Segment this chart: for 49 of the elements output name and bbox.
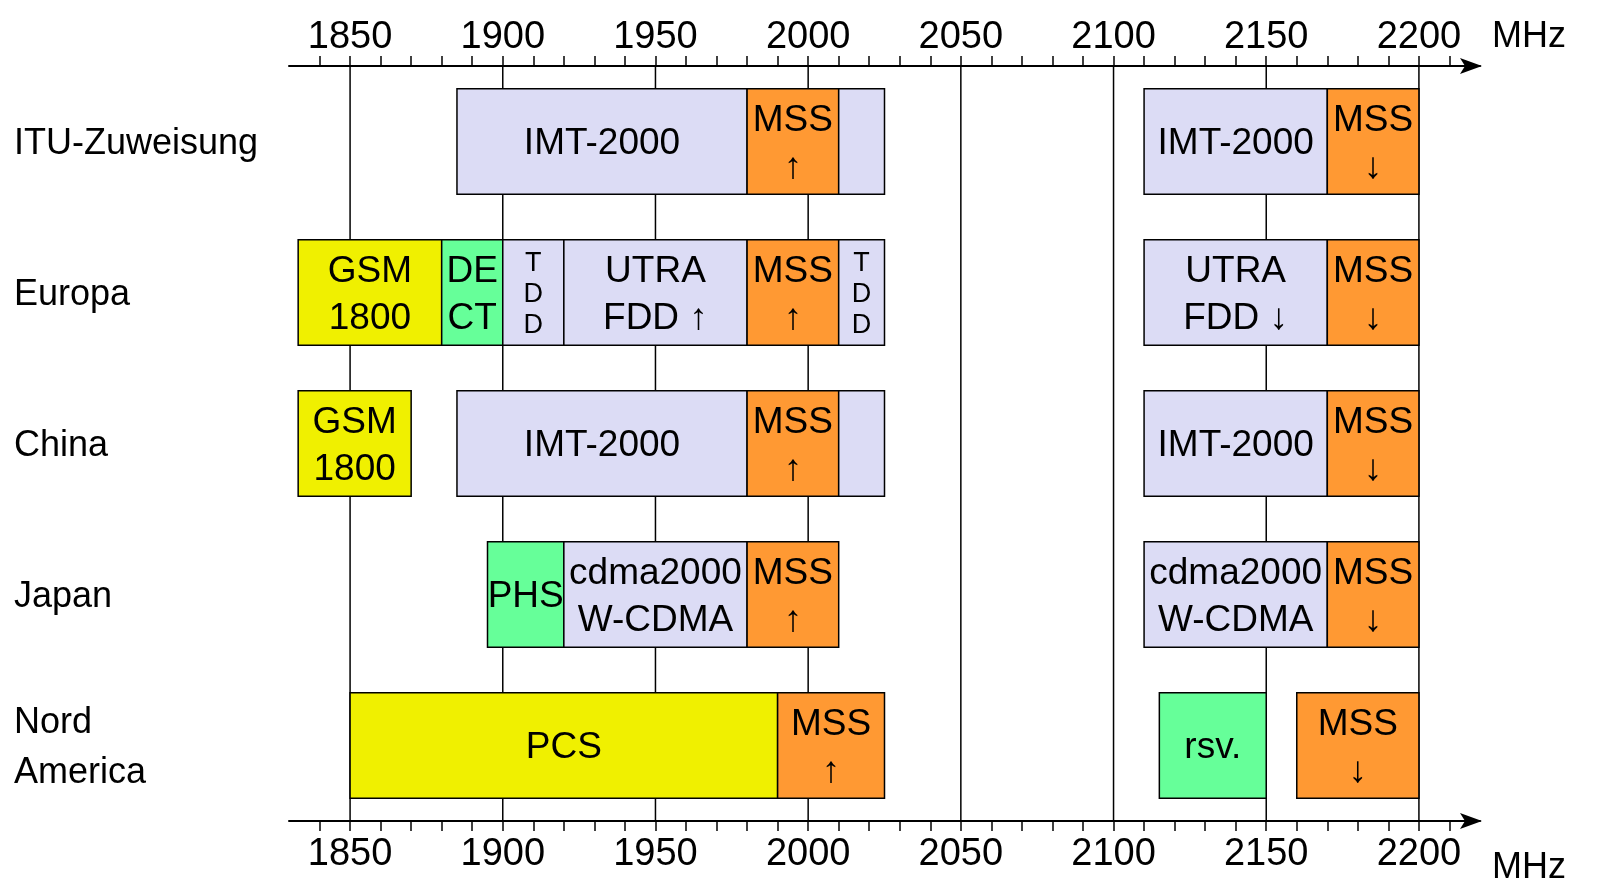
x-tick-label: 2000 [765, 831, 851, 873]
data-label: MSS ↓ [1333, 248, 1414, 337]
data-label: cdma2000 W-CDMA [569, 550, 742, 639]
x-tick-label: 2050 [918, 831, 1004, 873]
data-label: GSM 1800 [312, 399, 397, 488]
data-label: PHS [487, 574, 564, 615]
x-tick-label: 2100 [1071, 831, 1156, 873]
x-tick-label: 1850 [307, 831, 393, 873]
y-tick-label: ITU-Zuweisung [14, 121, 259, 162]
y-tick-label: Europa [14, 272, 132, 313]
x-axis-title: MHz [1492, 844, 1566, 884]
data-label: IMT-2000 [1157, 121, 1314, 162]
data-label: MSS ↓ [1317, 701, 1398, 790]
x2-tick-label: 1900 [460, 14, 546, 56]
data-label: IMT-2000 [1157, 423, 1314, 464]
data-label: MSS ↑ [752, 550, 833, 639]
x2-tick-label: 2100 [1071, 14, 1156, 56]
data-label: T D D [523, 246, 544, 339]
data-label: cdma2000 W-CDMA [1149, 550, 1323, 639]
data-label: T D D [851, 246, 872, 339]
y-tick-label: Japan [14, 574, 113, 615]
x-tick-label: 1950 [613, 831, 698, 873]
data-label: DE CT [446, 248, 498, 337]
y-tick-label: Nord America [14, 700, 148, 791]
x2-axis-title: MHz [1492, 13, 1566, 55]
data-label: MSS ↓ [1333, 550, 1414, 639]
x2-tick-label: 2000 [765, 14, 851, 56]
data-label: MSS ↑ [790, 701, 872, 790]
data-label: MSS ↓ [1333, 399, 1414, 488]
x2-tick-label: 2200 [1376, 14, 1462, 56]
data-label: MSS ↓ [1333, 97, 1414, 186]
x-tick-label: 1900 [460, 831, 546, 873]
x2-tick-label: 1950 [613, 14, 698, 56]
data-label: GSM 1800 [327, 248, 413, 337]
y-tick-label: China [14, 423, 110, 464]
data-label: MSS ↑ [752, 97, 833, 186]
data-label: IMT-2000 [523, 121, 681, 162]
x2-tick-label: 2050 [918, 14, 1004, 56]
x2-tick-label: 1850 [307, 14, 393, 56]
data-label: rsv. [1184, 725, 1242, 766]
x-tick-label: 2150 [1223, 831, 1309, 873]
x2-tick-label: 2150 [1223, 14, 1309, 56]
data-label: MSS ↑ [752, 399, 833, 488]
data-label: MSS ↑ [752, 248, 833, 337]
data-label: UTRA FDD ↓ [1183, 248, 1289, 337]
data-label: IMT-2000 [523, 423, 681, 464]
data-label: PCS [525, 725, 602, 766]
x-tick-label: 2200 [1376, 831, 1462, 873]
data-label: UTRA FDD ↑ [603, 248, 708, 337]
